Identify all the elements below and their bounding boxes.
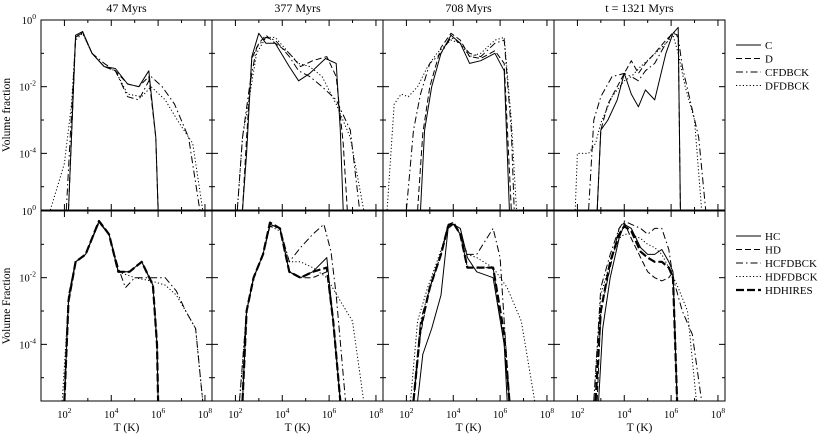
x-tick-label-c2-2: 106 [493,406,508,421]
legend-label-c: C [765,40,772,52]
series-c-r0-c3 [596,26,681,210]
column-title-1: 377 Myrs [274,1,321,15]
series-dfdbck-r0-c1 [236,36,365,210]
panel-r0-c3 [553,19,726,211]
panel-frame [553,19,726,211]
x-tick-label-c0-1: 104 [104,406,119,421]
series-dfdbck-r0-c0 [49,32,204,210]
legend-label-cfdbck: CFDBCK [765,67,809,79]
series-hcfdbck-r1-c1 [239,223,346,401]
series-c-r0-c2 [420,34,510,210]
series-hc-r1-c3 [598,223,678,401]
legend-label-hdhires: HDHIRES [765,285,813,297]
x-axis-label-c0: T (K) [114,422,140,434]
panel-frame [40,19,213,211]
legend-label-hdfdbck: HDFDBCK [765,272,818,284]
panel-r1-c1: 102 104 106 108 T (K) [211,210,384,434]
series-c-r0-c1 [242,32,344,210]
legend-label-hd: HD [765,245,781,257]
series-dfdbck-r0-c2 [386,36,517,210]
series-hdfdbck-r1-c3 [593,233,697,401]
y-axis-label-row-0: Volume fraction [1,78,13,152]
series-cfdbck-r0-c2 [405,36,515,210]
series-hc-r1-c2 [417,223,508,401]
legend-label-hc: HC [765,231,780,243]
x-tick-label-c2-3: 108 [540,406,555,421]
series-hdfdbck-r1-c2 [410,223,536,401]
series-hdhires-r1-c0 [63,219,160,401]
column-title-0: 47 Myrs [106,1,147,15]
panel-r1-c0: 102 104 106 108 T (K) [40,210,213,434]
x-tick-label-c2-0: 102 [399,406,414,421]
panel-frame [211,210,384,402]
y-tick-label-row-0-0: 100 [22,12,37,27]
series-d-r0-c3 [596,32,681,210]
x-tick-label-c3-3: 108 [711,406,726,421]
x-axis-label-c2: T (K) [456,422,482,434]
y-tick-label-row-0-2: 10-4 [19,145,36,160]
series-hcfdbck-r1-c0 [63,220,204,401]
x-tick-label-c1-0: 102 [228,406,243,421]
legend-label-d: D [765,54,773,66]
y-tick-label-row-1-1: 10-2 [19,270,36,285]
series-hcfdbck-r1-c2 [413,223,510,401]
series-hd-r1-c0 [63,222,159,401]
y-tick-label-row-1-0: 100 [22,203,37,218]
series-cfdbck-r0-c3 [588,31,707,210]
x-tick-label-c1-1: 104 [275,406,290,421]
series-hc-r1-c0 [63,220,159,401]
x-axis-label-c3: T (K) [627,422,653,434]
panel-frame [382,19,555,211]
x-axis-label-c1: T (K) [285,422,311,434]
y-axis-label-row-1: Volume Fraction [1,267,13,344]
x-tick-label-c1-3: 108 [369,406,384,421]
panel-r0-c2 [382,19,555,211]
series-cfdbck-r0-c0 [65,32,201,210]
series-hdfdbck-r1-c1 [239,225,365,401]
x-tick-label-c0-3: 108 [198,406,213,421]
x-tick-label-c3-0: 102 [570,406,585,421]
series-cfdbck-r0-c1 [236,36,361,210]
column-titles: 47 Myrs 377 Myrs 708 Myrs t = 1321 Myrs [106,1,674,15]
panel-frame [211,19,384,211]
legend-label-dfdbck: DFDBCK [765,81,810,93]
x-tick-label-c1-2: 106 [322,406,337,421]
series-c-r0-c0 [68,31,159,210]
series-hcfdbck-r1-c3 [593,220,703,401]
panel-frame [382,210,555,402]
series-d-r0-c0 [68,31,159,210]
series-hdfdbck-r1-c0 [61,222,204,401]
x-tick-label-c3-2: 106 [664,406,679,421]
row-labels: Volume fraction 100 10-2 10-4 Volume Fractio… [1,12,36,351]
series-hd-r1-c3 [596,222,678,401]
x-tick-label-c0-0: 102 [57,406,72,421]
column-title-2: 708 Myrs [445,1,492,15]
y-tick-label-row-1-2: 10-4 [19,336,36,351]
series-hd-r1-c1 [242,223,341,401]
series-dfdbck-r0-c3 [574,34,703,210]
series-hc-r1-c1 [242,223,341,401]
series-d-r0-c1 [242,34,348,210]
x-tick-label-c3-1: 104 [617,406,632,421]
panel-grid: 102 104 106 108 T (K) 102 104 106 108 T (K) 102 104… [40,19,726,434]
panel-frame [553,210,726,402]
column-title-3: t = 1321 Myrs [605,1,674,15]
x-tick-label-c2-1: 104 [446,406,461,421]
legend-label-hcfdbck: HCFDBCK [765,258,817,270]
series-d-r0-c2 [417,32,512,210]
x-tick-label-c0-2: 106 [151,406,166,421]
panel-r1-c3: 102 104 106 108 T (K) [553,210,726,434]
series-hdhires-r1-c2 [412,221,511,401]
panel-r0-c1 [211,19,384,211]
series-hd-r1-c2 [413,222,510,401]
panel-r0-c0 [40,19,213,211]
series-hdhires-r1-c3 [594,225,679,401]
y-tick-label-row-0-1: 10-2 [19,79,36,94]
series-hdhires-r1-c1 [241,221,342,401]
panel-r1-c2: 102 104 106 108 T (K) [382,210,555,434]
